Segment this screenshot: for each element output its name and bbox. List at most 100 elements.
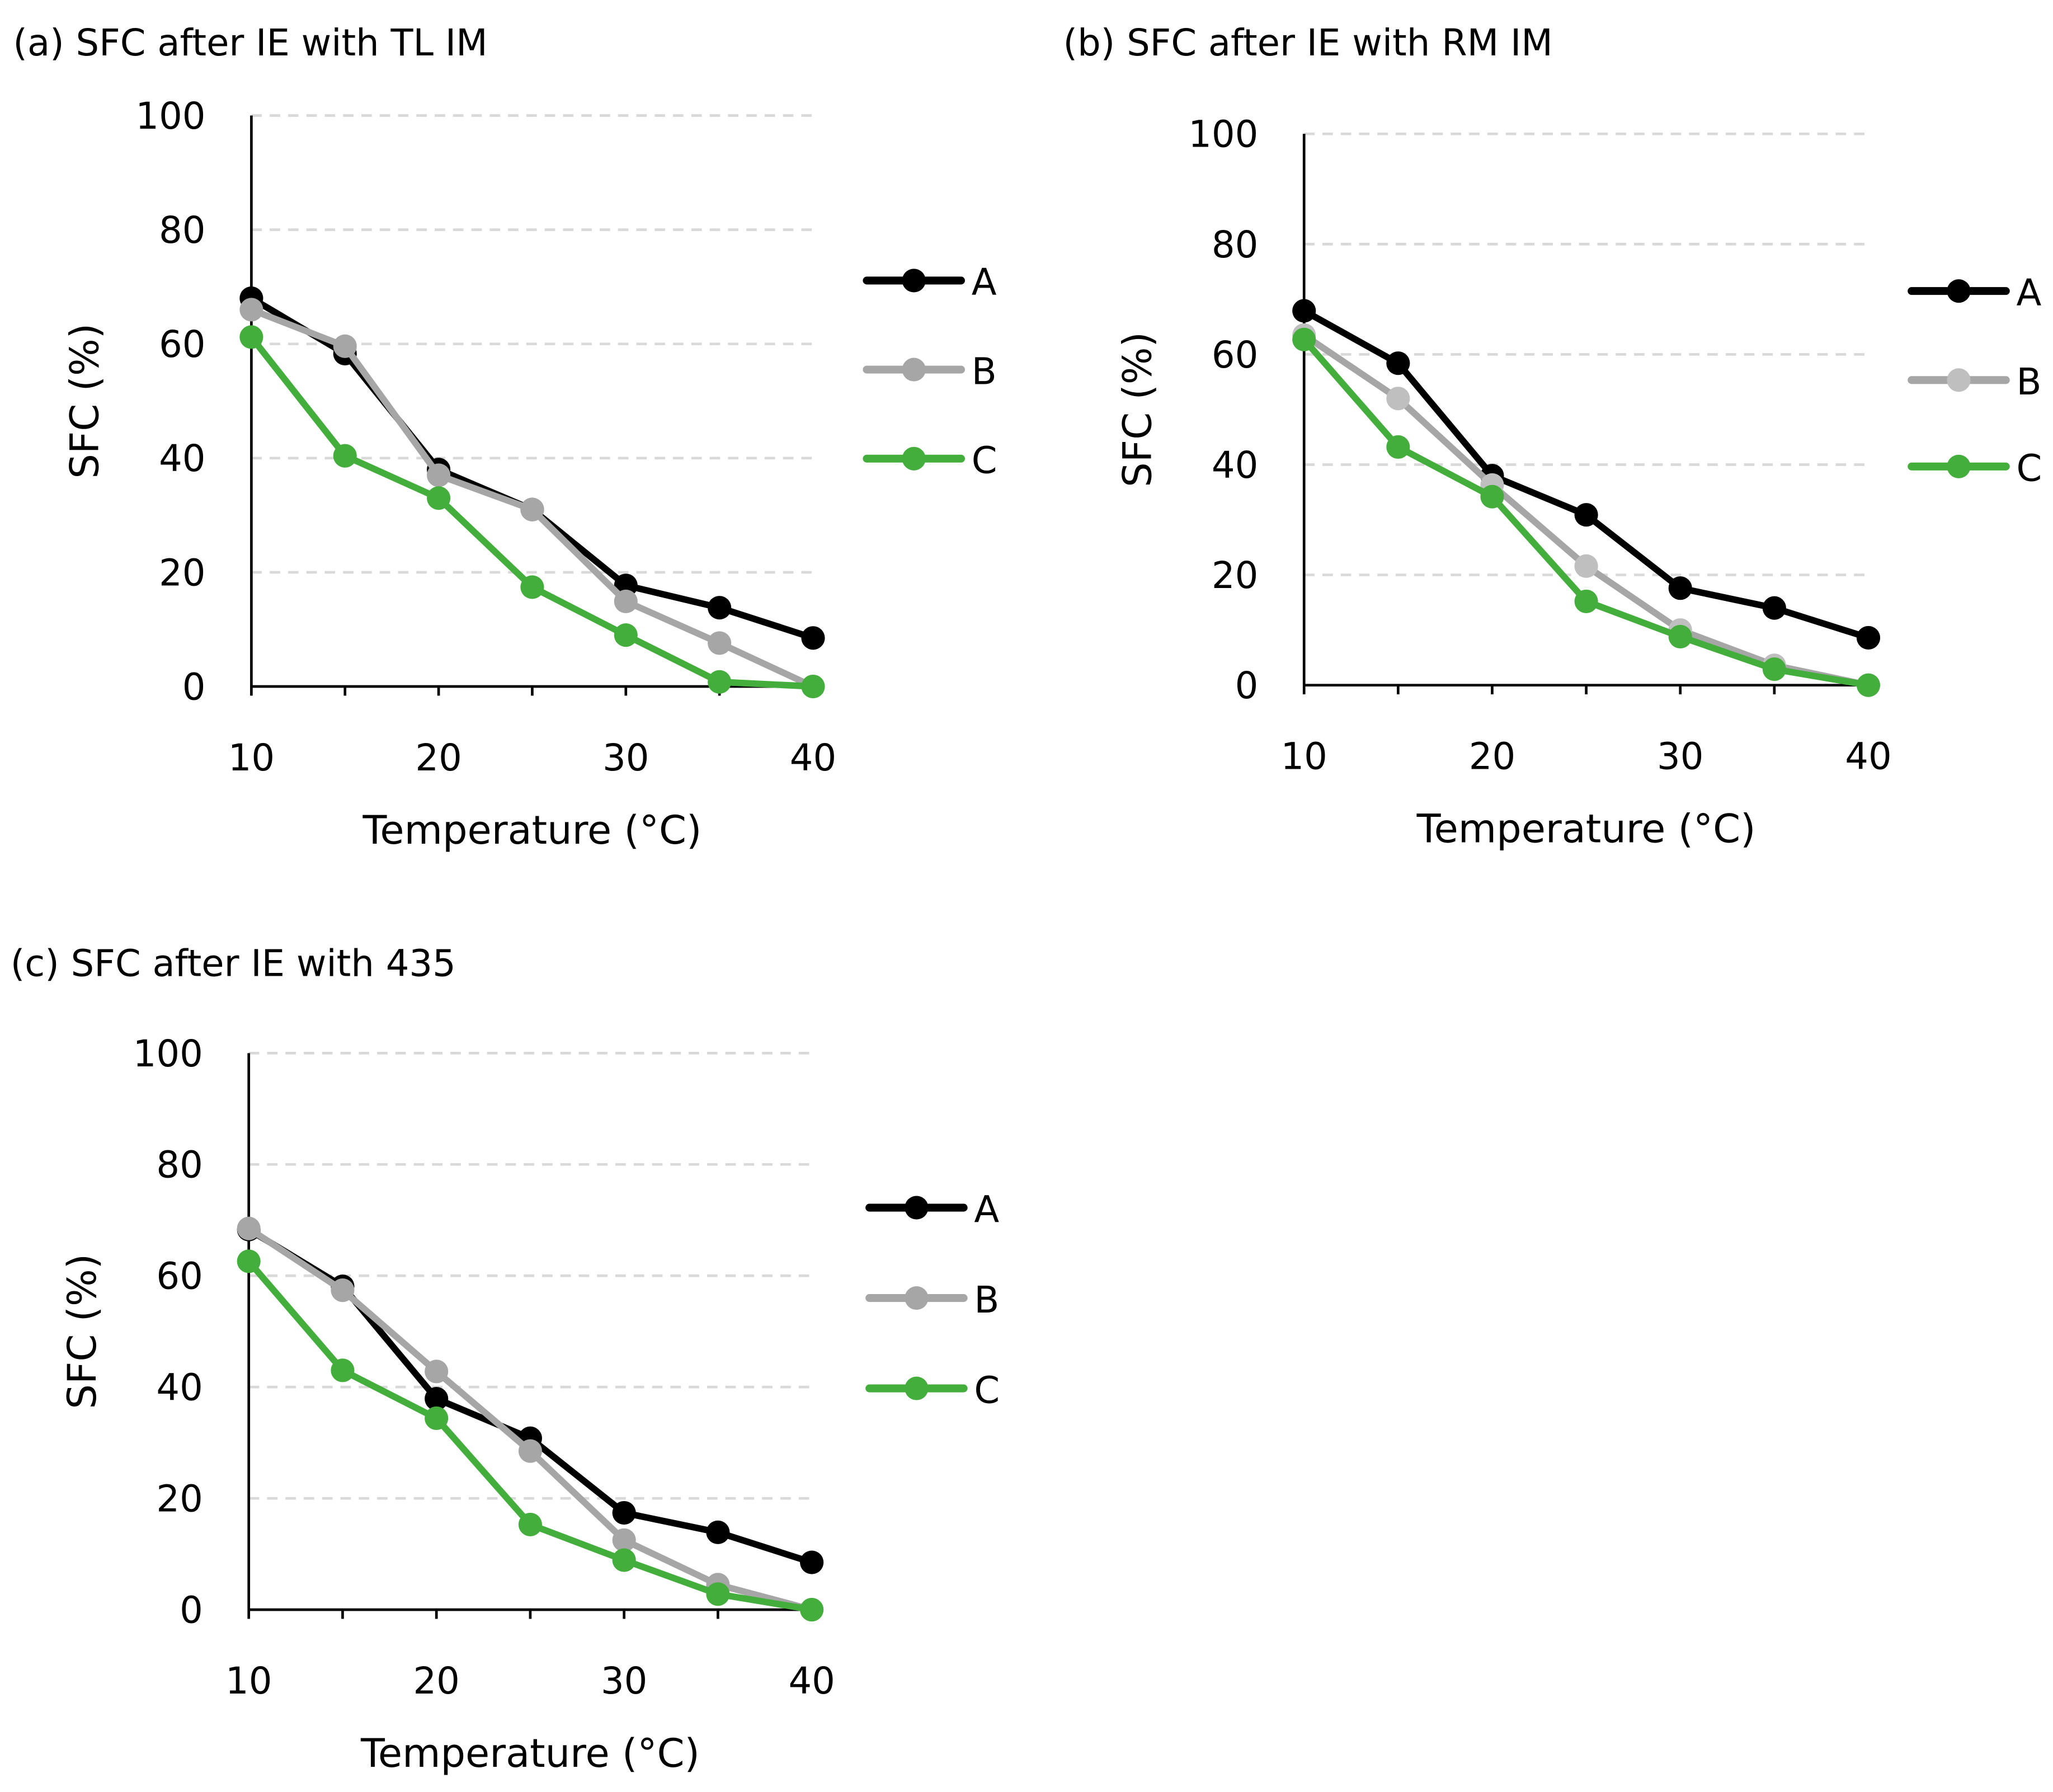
x-tick-label: 40 — [788, 1660, 835, 1702]
y-tick-label: 60 — [156, 1255, 203, 1298]
legend-marker-A — [905, 1196, 929, 1220]
data-point-C — [612, 1548, 636, 1572]
y-axis-label: SFC (%) — [1114, 332, 1160, 487]
y-tick-label: 100 — [135, 95, 205, 138]
legend-label-A: A — [974, 1188, 999, 1231]
data-point-A — [425, 1387, 449, 1411]
legend-label-A: A — [972, 261, 997, 304]
data-point-C — [1480, 485, 1504, 509]
data-point-C — [1762, 657, 1786, 681]
x-axis-label: Temperature (°C) — [360, 1730, 700, 1776]
data-point-C — [801, 674, 825, 699]
legend-label-C: C — [2016, 448, 2042, 490]
legend-label-C: C — [972, 439, 997, 482]
data-point-B — [1574, 554, 1598, 578]
x-tick-label: 30 — [1657, 735, 1703, 778]
data-point-C — [708, 670, 732, 694]
data-point-B — [614, 589, 638, 614]
legend-marker-B — [902, 358, 926, 382]
x-tick-label: 10 — [1281, 735, 1327, 778]
legend-marker-A — [1947, 279, 1971, 303]
data-point-B — [708, 631, 732, 655]
y-tick-label: 20 — [1212, 554, 1258, 597]
data-point-B — [518, 1439, 542, 1463]
data-point-A — [708, 596, 732, 620]
series-A — [1292, 299, 1881, 650]
data-point-A — [1574, 503, 1598, 527]
y-tick-label: 0 — [1235, 665, 1259, 707]
data-point-C — [427, 486, 451, 510]
x-tick-label: 10 — [225, 1660, 272, 1702]
y-tick-label: 0 — [182, 666, 206, 708]
data-point-C — [239, 325, 263, 349]
series-C — [237, 1249, 824, 1622]
data-point-C — [800, 1598, 824, 1622]
y-tick-label: 80 — [156, 1144, 203, 1187]
x-axis-label: Temperature (°C) — [1416, 806, 1756, 852]
legend-marker-C — [905, 1376, 929, 1400]
x-tick-label: 10 — [228, 737, 275, 779]
data-point-B — [239, 298, 263, 322]
data-point-C — [614, 623, 638, 647]
y-tick-label: 20 — [156, 1478, 203, 1521]
data-point-A — [1386, 351, 1410, 375]
data-point-A — [1292, 299, 1316, 323]
chart-panel-1: (b) SFC after IE with RM IM 0 20 40 60 80 100 1… — [1063, 22, 2042, 852]
legend-label-B: B — [974, 1279, 999, 1321]
x-axis-label: Temperature (°C) — [362, 807, 701, 853]
data-point-B — [333, 334, 357, 358]
x-tick-label: 30 — [602, 737, 649, 779]
data-point-A — [1668, 576, 1692, 600]
x-tick-label: 20 — [413, 1660, 459, 1702]
y-tick-label: 100 — [133, 1033, 203, 1075]
chart-panel-2: (c) SFC after IE with 435 0 20 40 60 80 100 10 2… — [11, 942, 1000, 1776]
data-point-C — [1386, 435, 1410, 459]
legend-label-C: C — [974, 1369, 1000, 1412]
series-B — [239, 298, 825, 699]
legend-marker-B — [1947, 368, 1971, 392]
y-tick-label: 60 — [159, 323, 205, 366]
y-tick-label: 60 — [1212, 334, 1258, 377]
data-point-C — [1574, 589, 1598, 613]
legend-marker-C — [1947, 454, 1971, 478]
y-tick-label: 100 — [1188, 114, 1258, 156]
legend-marker-A — [902, 269, 926, 293]
data-point-C — [520, 575, 544, 599]
series-C — [239, 325, 825, 699]
y-tick-label: 0 — [180, 1589, 203, 1632]
data-point-A — [1856, 625, 1881, 650]
data-point-C — [1292, 327, 1316, 351]
data-point-B — [427, 463, 451, 487]
chart-panel-0: (a) SFC after IE with TL IM 0 20 40 60 80 100 1… — [13, 22, 997, 853]
x-tick-label: 20 — [1469, 735, 1515, 778]
data-point-C — [331, 1358, 355, 1382]
series-C — [1292, 327, 1881, 697]
y-tick-label: 20 — [159, 552, 205, 594]
data-point-B — [612, 1528, 636, 1552]
y-tick-label: 80 — [1212, 224, 1258, 266]
legend-marker-C — [902, 446, 926, 471]
x-tick-label: 20 — [415, 737, 462, 779]
chart-title: (c) SFC after IE with 435 — [11, 942, 456, 985]
x-tick-label: 40 — [790, 737, 836, 779]
data-point-B — [425, 1360, 449, 1384]
data-point-B — [520, 497, 544, 521]
x-tick-label: 30 — [601, 1660, 647, 1702]
y-axis-label: SFC (%) — [59, 1254, 105, 1409]
y-tick-label: 40 — [159, 438, 205, 480]
legend-label-B: B — [2016, 361, 2041, 403]
series-B — [237, 1216, 824, 1622]
data-point-B — [1386, 387, 1410, 411]
y-tick-label: 40 — [156, 1367, 203, 1409]
y-axis-label: SFC (%) — [62, 323, 108, 479]
data-point-C — [1668, 624, 1692, 649]
legend-label-A: A — [2016, 272, 2041, 314]
legend-marker-B — [905, 1286, 929, 1310]
data-point-A — [1762, 596, 1786, 620]
data-point-B — [331, 1278, 355, 1302]
data-point-A — [801, 626, 825, 650]
data-point-B — [237, 1216, 261, 1240]
y-tick-label: 80 — [159, 209, 205, 252]
chart-title: (a) SFC after IE with TL IM — [13, 22, 487, 64]
data-point-C — [1856, 673, 1881, 697]
